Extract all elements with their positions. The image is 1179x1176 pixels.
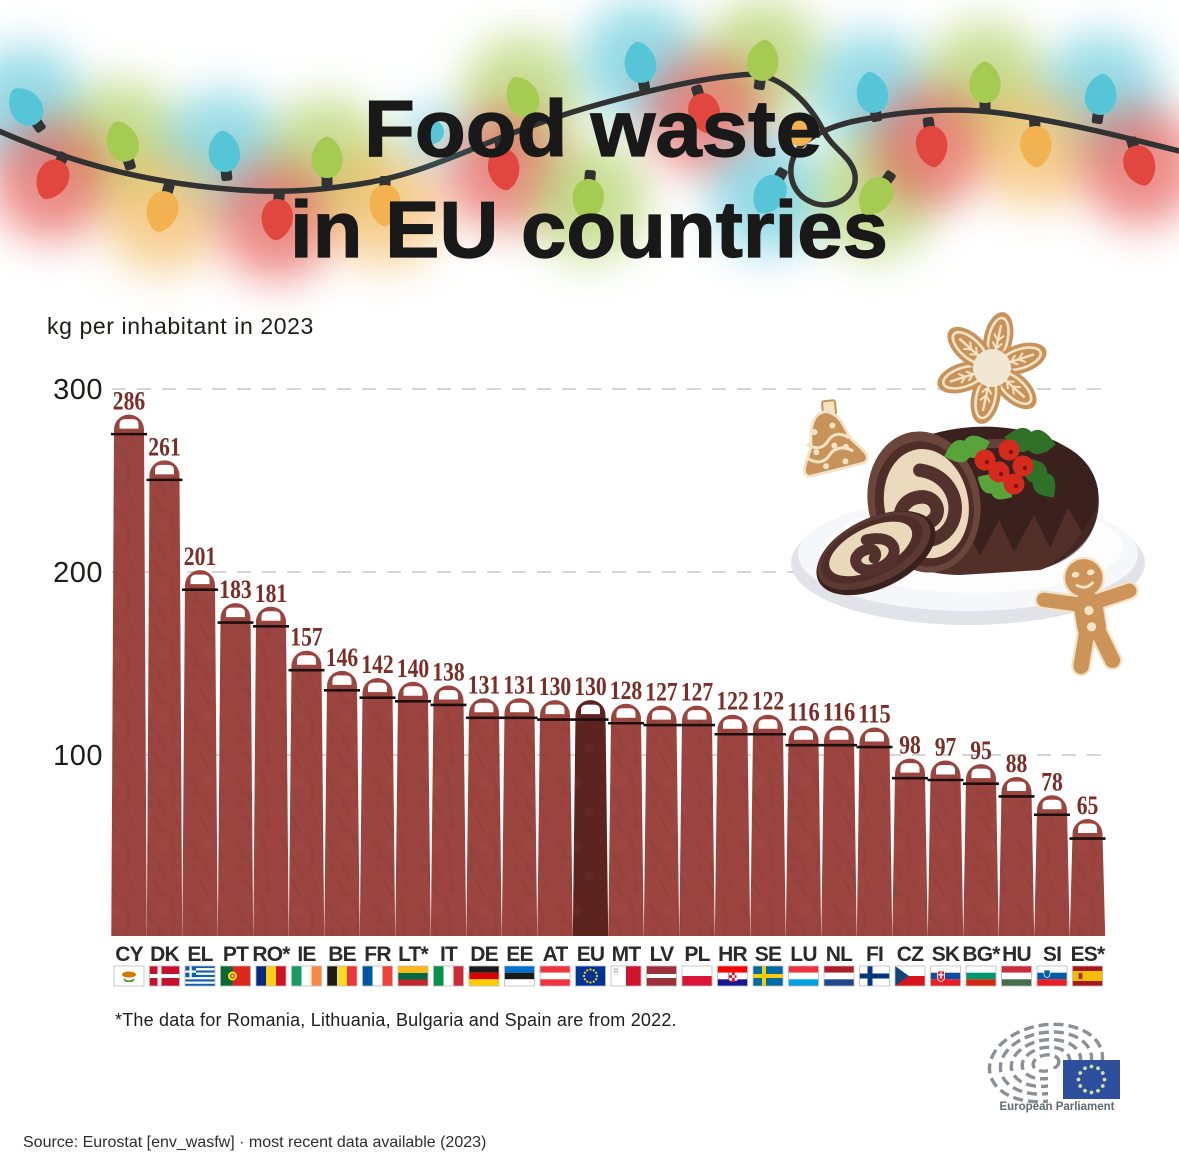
svg-text:Source: Eurostat [env_wasfw] ·: Source: Eurostat [env_wasfw] · most rece…: [23, 1134, 486, 1151]
svg-text:ES*: ES*: [1071, 943, 1106, 966]
svg-text:LV: LV: [650, 943, 674, 966]
svg-text:CY: CY: [115, 943, 143, 966]
svg-text:65: 65: [1077, 791, 1099, 820]
svg-text:SK: SK: [932, 943, 960, 966]
svg-text:EL: EL: [187, 943, 213, 966]
svg-text:78: 78: [1041, 767, 1063, 796]
svg-text:183: 183: [219, 575, 251, 604]
svg-text:IT: IT: [440, 943, 458, 966]
svg-text:88: 88: [1006, 749, 1028, 778]
svg-text:130: 130: [539, 672, 571, 701]
svg-text:97: 97: [935, 732, 957, 761]
svg-text:100: 100: [53, 740, 103, 772]
svg-text:*The data for Romania, Lithuan: *The data for Romania, Lithuania, Bulgar…: [115, 1010, 677, 1030]
svg-text:HR: HR: [718, 943, 747, 966]
svg-text:98: 98: [899, 731, 921, 760]
svg-text:181: 181: [255, 579, 287, 608]
svg-text:PL: PL: [684, 943, 710, 966]
svg-text:95: 95: [970, 736, 992, 765]
svg-text:146: 146: [326, 643, 358, 672]
svg-text:157: 157: [290, 623, 322, 652]
svg-text:European Parliament: European Parliament: [999, 1101, 1114, 1113]
svg-text:300: 300: [53, 374, 103, 406]
svg-text:DK: DK: [150, 943, 179, 966]
svg-text:200: 200: [53, 557, 103, 589]
svg-text:131: 131: [503, 670, 535, 699]
svg-text:140: 140: [397, 654, 429, 683]
svg-text:LT*: LT*: [398, 943, 429, 966]
svg-text:201: 201: [184, 542, 216, 571]
svg-text:128: 128: [610, 676, 642, 705]
svg-text:kg per inhabitant in 2023: kg per inhabitant in 2023: [47, 313, 314, 339]
svg-text:MT: MT: [612, 943, 642, 966]
svg-text:130: 130: [574, 672, 606, 701]
svg-text:142: 142: [361, 650, 393, 679]
svg-text:DE: DE: [470, 943, 498, 966]
svg-text:EE: EE: [506, 943, 533, 966]
svg-text:HU: HU: [1002, 943, 1031, 966]
svg-text:122: 122: [752, 687, 784, 716]
svg-text:SI: SI: [1043, 943, 1061, 966]
svg-text:Food waste: Food waste: [364, 84, 822, 173]
svg-text:RO*: RO*: [252, 943, 291, 966]
svg-text:SE: SE: [755, 943, 782, 966]
svg-text:127: 127: [645, 678, 677, 707]
svg-text:NL: NL: [826, 943, 853, 966]
svg-text:261: 261: [148, 432, 180, 461]
svg-text:LU: LU: [790, 943, 816, 966]
svg-text:BG*: BG*: [962, 943, 1001, 966]
svg-text:122: 122: [716, 687, 748, 716]
svg-text:CZ: CZ: [897, 943, 924, 966]
svg-text:EU: EU: [577, 943, 605, 966]
svg-text:FI: FI: [866, 943, 883, 966]
svg-text:PT: PT: [223, 943, 249, 966]
svg-text:115: 115: [858, 700, 890, 729]
svg-text:131: 131: [468, 670, 500, 699]
svg-text:IE: IE: [297, 943, 316, 966]
svg-text:116: 116: [823, 698, 855, 727]
svg-text:138: 138: [432, 657, 464, 686]
svg-text:116: 116: [787, 698, 819, 727]
svg-text:FR: FR: [364, 943, 391, 966]
svg-text:in EU countries: in EU countries: [290, 185, 888, 274]
svg-text:BE: BE: [328, 943, 356, 966]
svg-text:127: 127: [681, 678, 713, 707]
svg-text:286: 286: [113, 387, 145, 416]
svg-text:AT: AT: [543, 943, 569, 966]
